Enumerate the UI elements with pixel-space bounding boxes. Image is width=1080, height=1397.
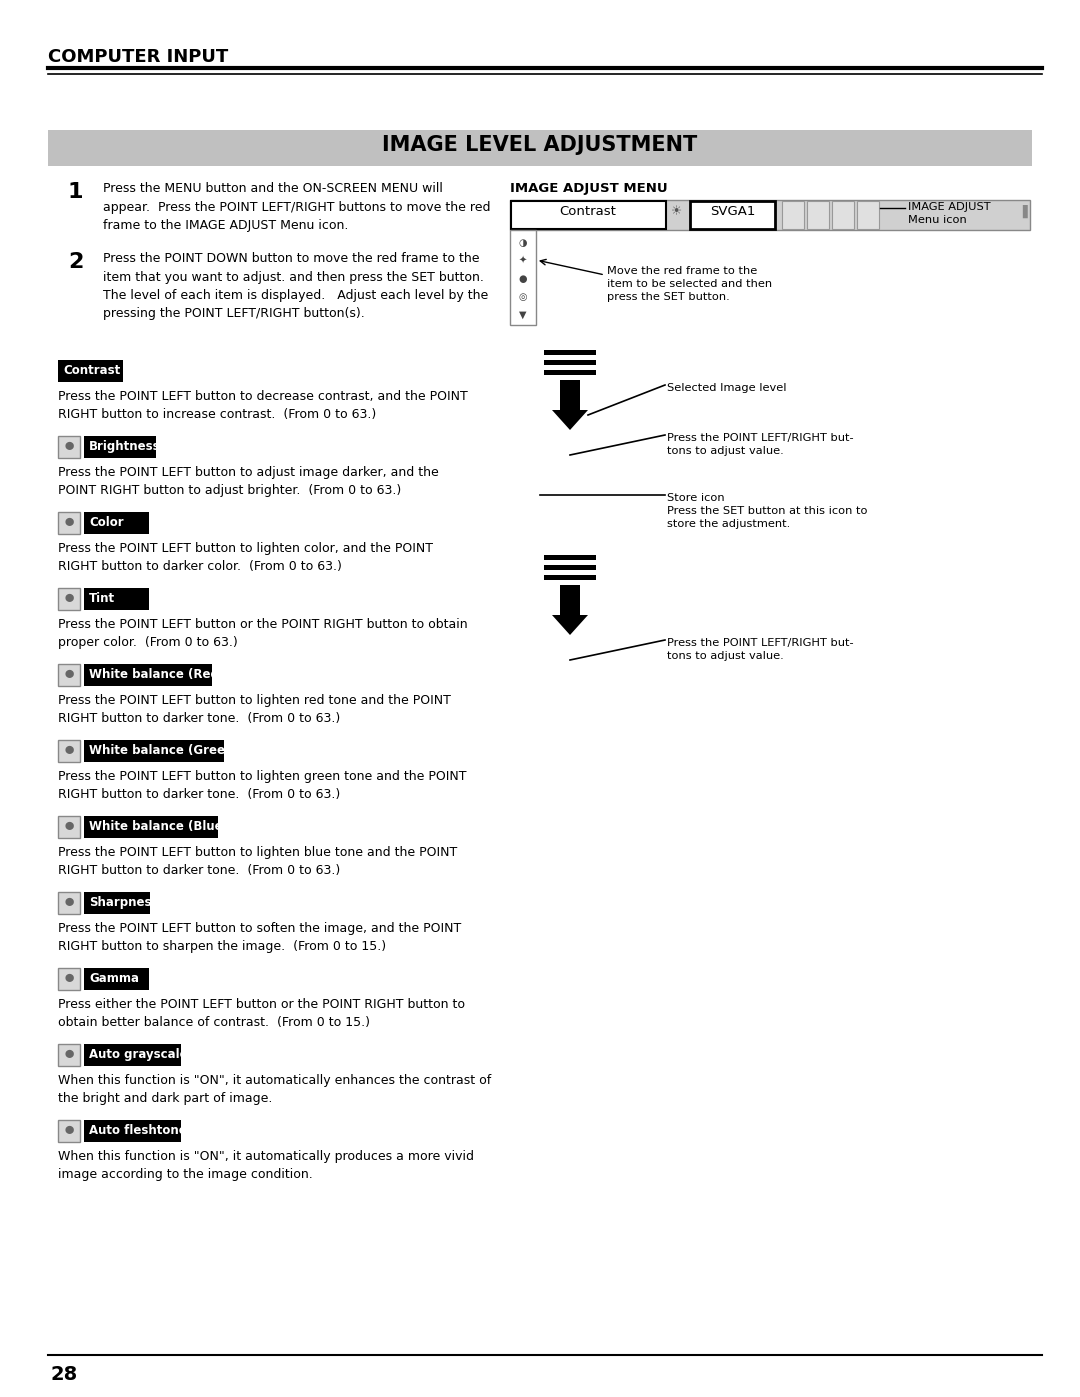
Text: When this function is "ON", it automatically produces a more vivid
image accordi: When this function is "ON", it automatic… (58, 1150, 474, 1180)
Bar (544, 564, 596, 570)
Text: ☀: ☀ (672, 205, 683, 218)
Text: COMPUTER INPUT: COMPUTER INPUT (48, 47, 228, 66)
Bar (58, 588, 80, 610)
Text: Press the POINT LEFT button to lighten red tone and the POINT
RIGHT button to da: Press the POINT LEFT button to lighten r… (58, 694, 450, 725)
Text: Press the POINT LEFT/RIGHT but-
tons to adjust value.: Press the POINT LEFT/RIGHT but- tons to … (667, 433, 853, 457)
Text: ⬤: ⬤ (65, 897, 73, 907)
Bar (858, 201, 879, 229)
Bar (690, 201, 775, 229)
Bar (58, 893, 80, 914)
Bar (58, 1044, 80, 1066)
Bar (782, 201, 804, 229)
Bar (58, 740, 80, 761)
Text: Selected Image level: Selected Image level (667, 383, 786, 393)
Text: Press the POINT DOWN button to move the red frame to the
item that you want to a: Press the POINT DOWN button to move the … (103, 251, 488, 320)
Bar (84, 436, 156, 458)
Text: IMAGE ADJUST MENU: IMAGE ADJUST MENU (510, 182, 667, 196)
Bar (544, 370, 596, 374)
Text: ◎: ◎ (518, 292, 527, 302)
Text: ⬤: ⬤ (65, 745, 73, 754)
Text: Store icon
Press the SET button at this icon to
store the adjustment.: Store icon Press the SET button at this … (667, 493, 867, 529)
Text: Auto fleshtone: Auto fleshtone (89, 1125, 187, 1137)
Text: Color: Color (89, 515, 123, 529)
Text: Press the POINT LEFT button to lighten green tone and the POINT
RIGHT button to : Press the POINT LEFT button to lighten g… (58, 770, 467, 800)
Bar (58, 968, 80, 990)
Text: Press either the POINT LEFT button or the POINT RIGHT button to
obtain better ba: Press either the POINT LEFT button or th… (58, 997, 465, 1030)
Bar (84, 968, 149, 990)
Text: 2: 2 (68, 251, 83, 272)
Bar (84, 664, 212, 686)
Bar (84, 511, 149, 534)
Bar (58, 664, 80, 686)
Text: Contrast: Contrast (63, 365, 120, 377)
Polygon shape (552, 585, 588, 636)
Bar (58, 816, 80, 838)
Bar (510, 200, 1030, 231)
Text: Auto grayscale: Auto grayscale (89, 1048, 188, 1060)
Bar (544, 576, 596, 580)
Text: Press the POINT LEFT button to soften the image, and the POINT
RIGHT button to s: Press the POINT LEFT button to soften th… (58, 922, 461, 953)
Text: ⬤: ⬤ (65, 972, 73, 982)
Bar (84, 1120, 180, 1141)
Bar (544, 351, 596, 355)
Text: ⬤: ⬤ (65, 1049, 73, 1058)
Text: Press the POINT LEFT button to adjust image darker, and the
POINT RIGHT button t: Press the POINT LEFT button to adjust im… (58, 467, 438, 497)
Bar (48, 130, 1032, 166)
Bar (511, 201, 666, 229)
Text: Press the POINT LEFT button to lighten blue tone and the POINT
RIGHT button to d: Press the POINT LEFT button to lighten b… (58, 847, 457, 877)
Text: Contrast: Contrast (559, 205, 617, 218)
Bar (84, 893, 150, 914)
Bar (84, 740, 225, 761)
Text: White balance (Blue): White balance (Blue) (89, 820, 228, 833)
Text: ⬤: ⬤ (65, 669, 73, 678)
Text: Gamma: Gamma (89, 972, 139, 985)
Text: 28: 28 (50, 1365, 78, 1384)
Text: 1: 1 (68, 182, 83, 203)
Text: Press the POINT LEFT/RIGHT but-
tons to adjust value.: Press the POINT LEFT/RIGHT but- tons to … (667, 638, 853, 661)
Text: ✦: ✦ (518, 256, 527, 265)
Text: White balance (Red): White balance (Red) (89, 668, 225, 680)
Text: IMAGE ADJUST
Menu icon: IMAGE ADJUST Menu icon (908, 203, 990, 225)
Text: Press the POINT LEFT button or the POINT RIGHT button to obtain
proper color.  (: Press the POINT LEFT button or the POINT… (58, 617, 468, 650)
Text: Press the POINT LEFT button to lighten color, and the POINT
RIGHT button to dark: Press the POINT LEFT button to lighten c… (58, 542, 433, 573)
Text: White balance (Green): White balance (Green) (89, 745, 239, 757)
Bar (544, 360, 596, 365)
Text: Press the POINT LEFT button to decrease contrast, and the POINT
RIGHT button to : Press the POINT LEFT button to decrease … (58, 390, 468, 420)
Bar (544, 555, 596, 560)
Bar (832, 201, 854, 229)
Bar (58, 511, 80, 534)
Text: ⬤: ⬤ (65, 821, 73, 830)
Bar (58, 360, 123, 381)
Bar (84, 816, 218, 838)
Bar (84, 1044, 180, 1066)
Bar (84, 588, 149, 610)
Bar (58, 1120, 80, 1141)
Text: SVGA1: SVGA1 (710, 205, 755, 218)
Bar (58, 436, 80, 458)
Text: Move the red frame to the
item to be selected and then
press the SET button.: Move the red frame to the item to be sel… (607, 265, 772, 302)
Text: ◑: ◑ (518, 237, 527, 249)
Text: Press the MENU button and the ON-SCREEN MENU will
appear.  Press the POINT LEFT/: Press the MENU button and the ON-SCREEN … (103, 182, 490, 232)
Text: ▼: ▼ (519, 310, 527, 320)
Polygon shape (552, 380, 588, 430)
Text: Brightness: Brightness (89, 440, 161, 453)
Bar (510, 231, 536, 326)
Text: ⬤: ⬤ (65, 1125, 73, 1134)
Text: ●: ● (518, 274, 527, 284)
Text: ⬤: ⬤ (65, 441, 73, 450)
Text: Tint: Tint (89, 592, 116, 605)
Text: ▐: ▐ (1017, 205, 1027, 218)
Text: ⬤: ⬤ (65, 592, 73, 602)
Text: IMAGE LEVEL ADJUSTMENT: IMAGE LEVEL ADJUSTMENT (382, 136, 698, 155)
Text: When this function is "ON", it automatically enhances the contrast of
the bright: When this function is "ON", it automatic… (58, 1074, 491, 1105)
Text: Sharpness: Sharpness (89, 895, 159, 909)
Bar (807, 201, 829, 229)
Text: ⬤: ⬤ (65, 517, 73, 527)
